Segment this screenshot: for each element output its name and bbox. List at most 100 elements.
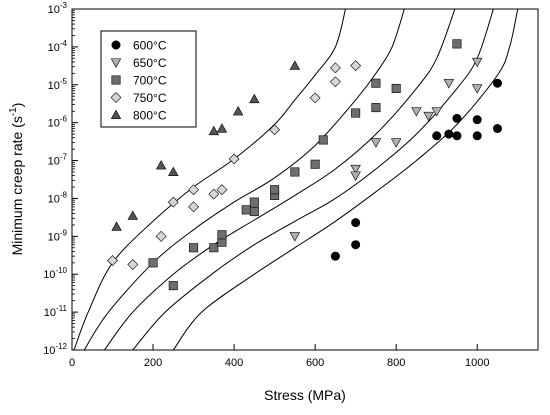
legend: 600°C 650°C 700°C 750°C 800°C — [110, 39, 167, 123]
data-point — [188, 184, 199, 196]
y-tick-label: 10-5 — [48, 77, 68, 92]
data-point — [232, 105, 244, 116]
plot-frame — [71, 8, 539, 351]
data-point — [127, 210, 138, 220]
y-axis-title-main: Minimum creep rate (s — [9, 116, 25, 255]
data-point — [228, 153, 240, 165]
y-tick-label: 10-3 — [48, 1, 68, 16]
x-tick-label: 600 — [306, 357, 324, 369]
data-point — [472, 115, 482, 125]
data-point — [310, 159, 320, 169]
data-point — [432, 131, 442, 141]
legend-label: 800°C — [133, 109, 167, 123]
x-tick-label: 400 — [225, 357, 243, 369]
data-point — [208, 188, 220, 200]
y-tick-label-exponent: -11 — [56, 304, 68, 313]
data-point — [472, 131, 482, 141]
series-points — [330, 78, 502, 261]
y-tick-label-exponent: -3 — [60, 1, 68, 10]
legend-label: 700°C — [133, 74, 167, 88]
data-point — [217, 230, 227, 240]
y-axis-title-close: ) — [9, 103, 25, 108]
legend-marker — [111, 75, 121, 85]
y-tick-label-exponent: -10 — [55, 266, 67, 275]
x-tick-label: 200 — [144, 357, 162, 369]
y-tick-label: 10-11 — [44, 304, 68, 319]
y-tick-label-base: 10 — [48, 118, 60, 130]
data-point — [370, 138, 382, 148]
y-tick-label-exponent: -8 — [60, 190, 68, 199]
y-axis-title: Minimum creep rate (s-1) — [8, 103, 25, 256]
data-point — [350, 171, 361, 181]
y-tick-label-base: 10 — [44, 307, 56, 319]
data-point — [371, 103, 381, 113]
y-tick-label: 10-7 — [48, 153, 68, 168]
y-axis-ticks: 10-1210-1110-1010-910-810-710-610-510-41… — [43, 1, 78, 357]
y-tick-label: 10-9 — [48, 228, 68, 243]
data-point — [329, 62, 341, 74]
data-point — [371, 78, 381, 88]
y-axis-title-sup: -1 — [8, 107, 19, 116]
data-point — [155, 230, 167, 242]
data-point — [290, 167, 300, 177]
data-point — [189, 243, 199, 253]
y-tick-label: 10-12 — [43, 342, 67, 357]
y-tick-label-base: 10 — [43, 345, 55, 357]
data-point — [431, 107, 442, 117]
data-point — [351, 108, 361, 118]
y-tick-label-exponent: -12 — [55, 342, 67, 351]
data-point — [351, 240, 361, 250]
data-point — [289, 232, 301, 242]
legend-marker — [110, 58, 122, 68]
x-tick-label: 0 — [69, 357, 75, 369]
data-point — [351, 218, 361, 228]
data-point — [423, 111, 434, 122]
y-tick-label-exponent: -7 — [60, 153, 68, 162]
data-point — [452, 113, 462, 123]
x-tick-label: 800 — [387, 357, 405, 369]
y-tick-label-exponent: -5 — [60, 77, 68, 86]
data-point — [167, 196, 179, 208]
data-point — [492, 124, 502, 134]
data-point — [155, 159, 167, 170]
data-point — [350, 60, 362, 72]
data-point — [390, 138, 402, 148]
data-point — [269, 124, 281, 136]
data-point — [309, 92, 321, 104]
y-tick-label: 10-6 — [48, 115, 68, 130]
model-curve — [132, 8, 494, 351]
data-point — [209, 243, 219, 253]
data-point — [492, 78, 502, 88]
x-axis-title: Stress (MPa) — [264, 387, 346, 403]
series-points — [107, 60, 362, 270]
y-tick-label-base: 10 — [48, 42, 60, 54]
data-point — [472, 57, 483, 68]
data-points — [107, 39, 502, 291]
data-point — [443, 79, 455, 89]
data-point — [148, 258, 158, 268]
data-point — [249, 93, 260, 104]
y-tick-label-base: 10 — [48, 231, 60, 243]
data-point — [318, 135, 328, 145]
y-tick-label-exponent: -4 — [60, 39, 68, 48]
data-point — [216, 184, 228, 196]
data-point — [216, 123, 228, 133]
data-point — [391, 83, 401, 93]
y-tick-label-base: 10 — [48, 193, 60, 205]
data-point — [329, 76, 341, 88]
y-tick-label-exponent: -9 — [60, 228, 68, 237]
data-point — [168, 166, 179, 177]
legend-label: 600°C — [133, 39, 167, 53]
data-point — [289, 60, 301, 70]
y-tick-label: 10-8 — [48, 190, 68, 205]
data-point — [208, 125, 220, 136]
data-point — [444, 129, 454, 139]
series-points — [289, 57, 483, 242]
legend-label: 750°C — [133, 91, 167, 105]
model-curves — [73, 8, 519, 351]
y-tick-label-exponent: -6 — [60, 115, 68, 124]
legend-marker — [110, 109, 122, 120]
data-point — [472, 84, 483, 94]
data-point — [350, 164, 361, 175]
